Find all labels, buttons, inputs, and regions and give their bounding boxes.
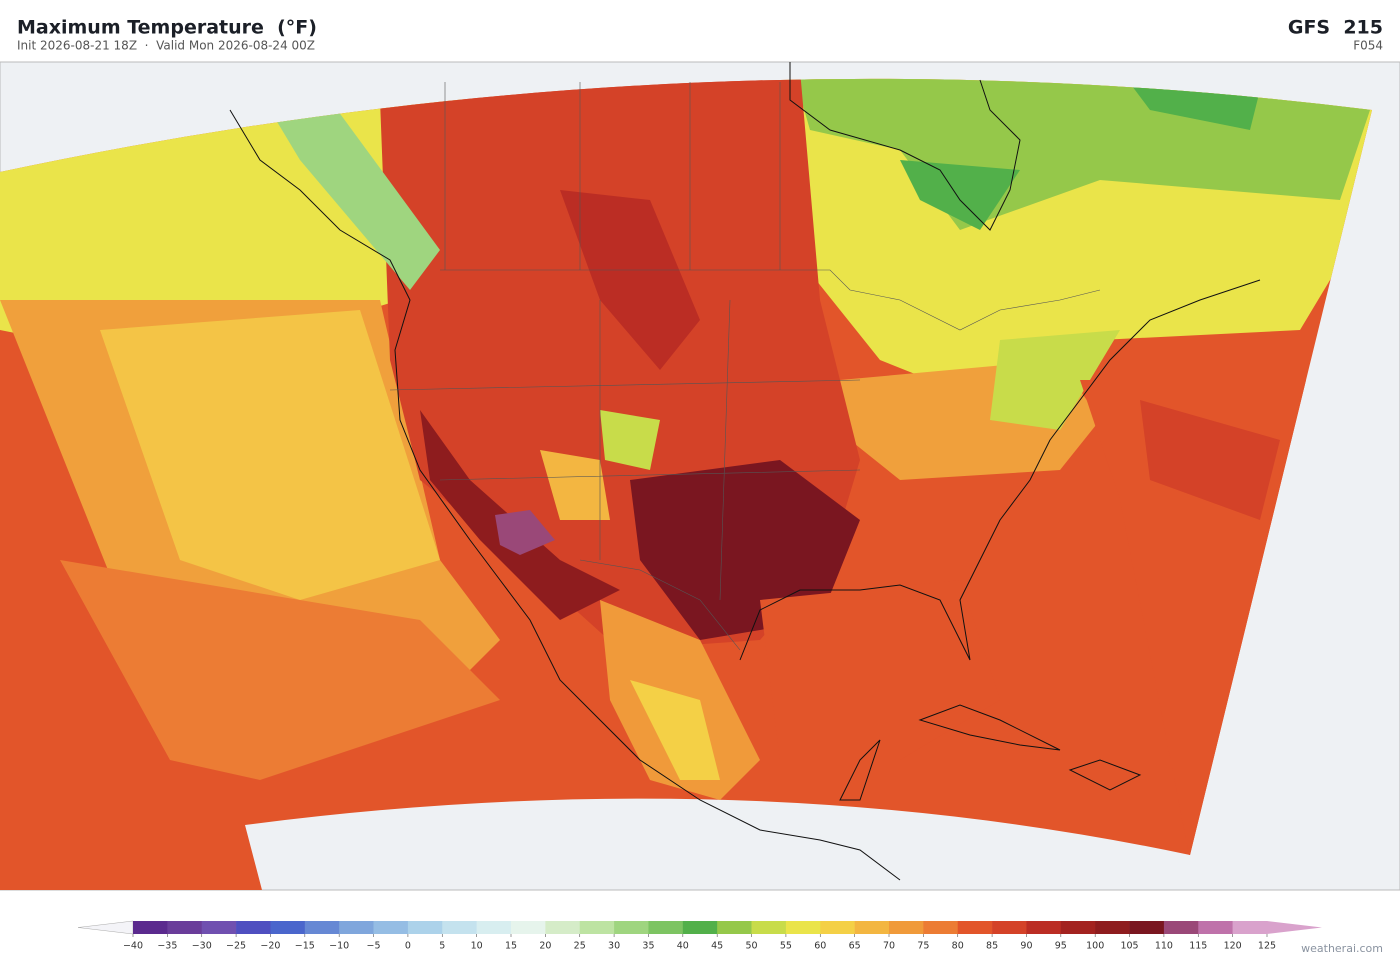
colorbar-bin [442, 921, 477, 934]
colorbar-bin [270, 921, 306, 934]
colorbar-tick-label: −10 [329, 941, 349, 952]
colorbar-tick-label: −5 [367, 941, 381, 952]
colorbar-tick-label: 40 [677, 941, 689, 952]
colorbar-bin [373, 921, 409, 934]
model: GFS 215 [1288, 17, 1383, 39]
colorbar-bin [579, 921, 615, 934]
colorbar-bin [820, 921, 855, 934]
colorbar-tick-label: 55 [780, 941, 792, 952]
colorbar-bin [923, 921, 959, 934]
colorbar-tick-label: 65 [849, 941, 861, 952]
colorbar-tick-label: −30 [192, 941, 212, 952]
colorbar-bin [201, 921, 237, 934]
colorbar-bin [717, 921, 752, 934]
colorbar-bin [476, 921, 512, 934]
colorbar-over [1267, 921, 1322, 934]
colorbar-tick-label: 100 [1086, 941, 1104, 952]
colorbar-tick-label: 120 [1224, 941, 1242, 952]
colorbar-tick-label: −15 [295, 941, 315, 952]
colorbar-tick-label: 105 [1120, 941, 1138, 952]
colorbar-bin [992, 921, 1027, 934]
colorbar-bin [339, 921, 374, 934]
forecast-hour: F054 [1353, 39, 1383, 53]
colorbar-bin [1198, 921, 1233, 934]
colorbar-tick-label: 25 [574, 941, 586, 952]
colorbar-bin [1095, 921, 1130, 934]
colorbar-bin [751, 921, 787, 934]
colorbar-bin [511, 921, 546, 934]
subtitle: Init 2026-08-21 18Z · Valid Mon 2026-08-… [17, 39, 315, 53]
credit: weatherai.com [1301, 942, 1383, 955]
colorbar-tick-label: 45 [711, 941, 723, 952]
colorbar-bin [648, 921, 684, 934]
title: Maximum Temperature (°F) [17, 17, 317, 39]
borders [389, 82, 1101, 651]
colorbar-bin [614, 921, 649, 934]
colorbar-tick-label: 125 [1258, 941, 1276, 952]
colorbar-tick-label: −25 [226, 941, 246, 952]
colorbar-bin [957, 921, 993, 934]
colorbar-tick-label: 70 [883, 941, 895, 952]
colorbar-bin [1026, 921, 1062, 934]
colorbar-tick-label: 60 [814, 941, 826, 952]
colorbar-tick-label: 35 [642, 941, 654, 952]
colorbar-bin [304, 921, 340, 934]
coastlines [229, 62, 1261, 881]
colorbar-tick-label: 90 [1020, 941, 1032, 952]
colorbar-tick-label: −35 [157, 941, 177, 952]
colorbar-tick-label: 75 [917, 941, 929, 952]
colorbar-tick-label: 115 [1189, 941, 1207, 952]
colorbar: −40 −35 −30 −25 −20 −15 −10 −5 0 5 10 15 20 25 30 35 40 4… [77, 920, 1322, 952]
colorbar-tick-label: 20 [539, 941, 551, 952]
colorbar-tick-label: 5 [439, 941, 445, 952]
colorbar-bin [407, 921, 443, 934]
colorbar-bin [1232, 921, 1268, 934]
colorbar-tick-label: 95 [1055, 941, 1067, 952]
colorbar-bin [1060, 921, 1096, 934]
colorbar-tick-label: −40 [123, 941, 143, 952]
colorbar-bin [236, 921, 271, 934]
colorbar-tick-label: 0 [405, 941, 411, 952]
colorbar-tick-label: 50 [745, 941, 757, 952]
colorbar-bin [854, 921, 890, 934]
colorbar-bin [889, 921, 924, 934]
colorbar-tick-label: 30 [608, 941, 620, 952]
colorbar-tick-label: 15 [505, 941, 517, 952]
colorbar-tick-label: 80 [952, 941, 964, 952]
colorbar-tick-label: 110 [1155, 941, 1173, 952]
colorbar-bin [785, 921, 821, 934]
colorbar-tick-label: −20 [260, 941, 280, 952]
colorbar-bin [682, 921, 718, 934]
colorbar-bin [167, 921, 203, 934]
colorbar-tick-label: 85 [986, 941, 998, 952]
colorbar-tick-label: 10 [471, 941, 483, 952]
colorbar-bin [545, 921, 581, 934]
colorbar-bin [1163, 921, 1199, 934]
colorbar-bin [1129, 921, 1165, 934]
colorbar-bin [133, 921, 168, 934]
